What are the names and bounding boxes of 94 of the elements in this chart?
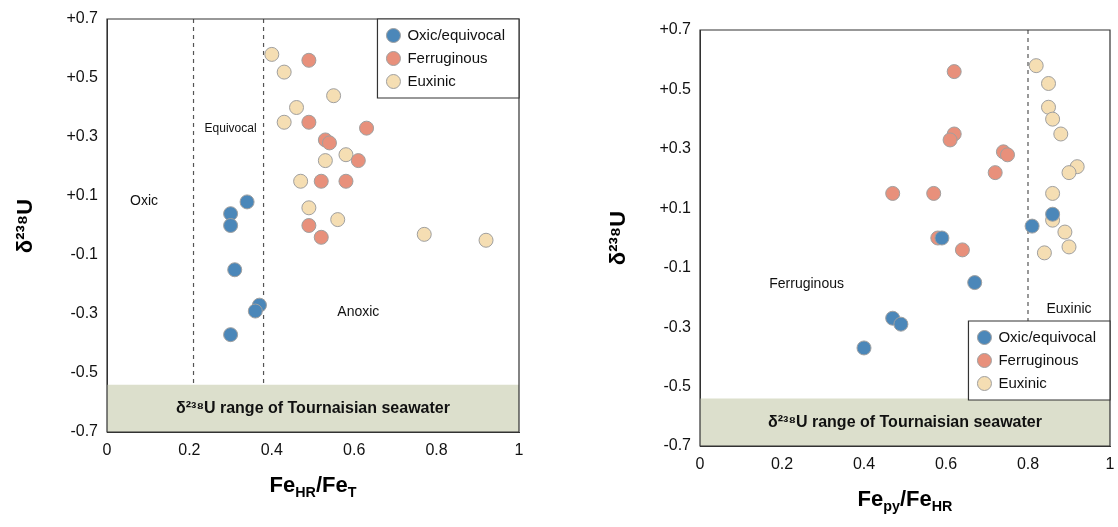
point xyxy=(1061,239,1077,255)
point xyxy=(1045,111,1061,127)
point xyxy=(223,327,239,343)
point xyxy=(239,194,255,210)
point xyxy=(1041,75,1056,91)
legend-label: Oxic/equivocal xyxy=(407,25,505,43)
y-tick-label: -0.7 xyxy=(663,436,692,454)
x-tick-label: 0.6 xyxy=(343,441,366,459)
point xyxy=(338,147,354,163)
legend-label: Oxic/equivocal xyxy=(998,327,1096,345)
y-tick-label: -0.5 xyxy=(70,363,99,381)
point xyxy=(1028,58,1044,74)
point xyxy=(942,132,958,148)
point xyxy=(987,165,1003,181)
point xyxy=(330,212,346,228)
point xyxy=(1000,147,1015,163)
point xyxy=(247,303,263,319)
point xyxy=(1061,165,1077,181)
x-tick-label: 0.8 xyxy=(425,441,448,459)
point xyxy=(1024,218,1040,234)
point xyxy=(954,242,970,258)
point xyxy=(301,114,317,130)
y-tick-label: +0.3 xyxy=(66,127,99,145)
y-tick-label: -0.7 xyxy=(70,422,99,440)
point xyxy=(276,64,292,80)
y-axis-title: δ²³⁸U xyxy=(12,198,38,253)
y-tick-label: -0.5 xyxy=(663,376,692,394)
point xyxy=(301,52,317,68)
point xyxy=(313,229,329,245)
legend-label: Ferruginous xyxy=(407,48,488,66)
x-tick-label: 0.2 xyxy=(770,455,794,473)
x-tick-label: 0.8 xyxy=(1016,455,1040,473)
point xyxy=(301,218,317,233)
point xyxy=(893,316,909,332)
annotation: Ferruginous xyxy=(769,274,844,291)
x-axis-title: Fe$_{py}$/Fe$_{HR}$ xyxy=(857,486,953,515)
x-tick-label: 0 xyxy=(695,455,705,473)
x-tick-label: 0.2 xyxy=(178,441,201,459)
point xyxy=(264,46,280,62)
y-tick-label: +0.3 xyxy=(659,139,692,157)
x-tick-label: 0.6 xyxy=(934,455,958,473)
annotation: Anoxic xyxy=(337,303,380,320)
point xyxy=(289,100,305,115)
x-tick-label: 0.4 xyxy=(260,441,284,459)
point xyxy=(350,153,366,169)
point xyxy=(317,153,333,169)
point xyxy=(359,120,375,136)
point xyxy=(301,200,317,216)
y-tick-label: +0.1 xyxy=(659,198,692,216)
point xyxy=(1036,245,1052,261)
y-tick-label: +0.7 xyxy=(659,20,692,38)
legend-label: Ferruginous xyxy=(998,350,1079,368)
x-tick-label: 1 xyxy=(1105,455,1115,473)
annotation: Euxinic xyxy=(1046,299,1092,316)
annotation: Oxic xyxy=(130,191,159,208)
point xyxy=(416,226,432,242)
point xyxy=(946,64,962,80)
y-tick-label: +0.5 xyxy=(66,68,99,86)
legend-label: Euxinic xyxy=(998,373,1048,391)
point xyxy=(338,173,354,189)
point xyxy=(227,262,243,278)
point xyxy=(856,340,872,356)
legend-label: Euxinic xyxy=(407,71,457,89)
y-tick-label: +0.5 xyxy=(659,79,692,97)
x-tick-label: 0 xyxy=(102,441,112,459)
y-tick-label: -0.1 xyxy=(70,245,99,263)
point xyxy=(885,185,901,201)
x-tick-label: 1 xyxy=(514,441,524,459)
point xyxy=(478,232,494,248)
point xyxy=(1045,206,1061,222)
band-label: δ²³⁸U range of Tournaisian seawater xyxy=(768,412,1042,430)
point xyxy=(293,173,309,189)
band-label: δ²³⁸U range of Tournaisian seawater xyxy=(176,398,450,416)
point xyxy=(1057,224,1073,240)
point xyxy=(1053,126,1069,142)
y-axis-title: δ²³⁸U xyxy=(605,210,631,266)
y-tick-label: +0.7 xyxy=(66,9,99,27)
x-axis-title: Fe$_{HR}$/Fe$_{T}$ xyxy=(269,472,357,501)
y-tick-label: -0.3 xyxy=(70,304,99,322)
point xyxy=(223,218,239,233)
x-tick-label: 0.4 xyxy=(852,455,876,473)
y-tick-label: -0.1 xyxy=(663,258,692,276)
point xyxy=(1045,185,1061,201)
point xyxy=(1041,99,1056,115)
point xyxy=(934,230,950,246)
point xyxy=(926,185,942,201)
point xyxy=(967,275,983,291)
point xyxy=(321,135,337,151)
point xyxy=(326,88,342,104)
point xyxy=(313,173,329,189)
y-tick-label: +0.1 xyxy=(66,186,99,204)
point xyxy=(276,114,292,130)
annotation: Equivocal xyxy=(204,120,257,135)
y-tick-label: -0.3 xyxy=(663,317,692,335)
